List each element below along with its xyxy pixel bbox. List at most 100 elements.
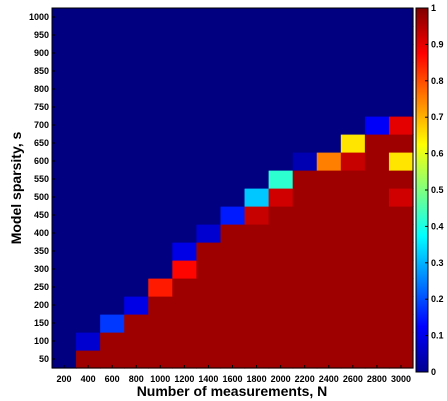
heatmap-cell xyxy=(76,80,101,99)
heatmap-cell xyxy=(316,314,342,333)
heatmap-cell xyxy=(52,314,77,333)
colorbar-tick-label: 0.8 xyxy=(431,76,444,86)
heatmap-cell xyxy=(316,224,342,243)
heatmap-cell xyxy=(292,170,318,189)
heatmap-cell xyxy=(124,278,149,297)
heatmap-cell xyxy=(268,314,294,333)
heatmap-cell xyxy=(340,314,366,333)
y-tick-label: 950 xyxy=(34,30,49,40)
heatmap-cell xyxy=(100,332,125,351)
heatmap-cell xyxy=(292,206,318,225)
heatmap-cell xyxy=(76,296,101,315)
heatmap-cell xyxy=(220,98,246,117)
heatmap-cell xyxy=(148,80,173,99)
heatmap-cell xyxy=(220,296,246,315)
heatmap-cell xyxy=(268,350,294,369)
heatmap-cell xyxy=(100,44,125,63)
heatmap-cell xyxy=(268,296,294,315)
heatmap-cell xyxy=(388,224,414,243)
colorbar-tick-label: 0.1 xyxy=(431,331,444,341)
heatmap-cell xyxy=(220,260,246,279)
heatmap-cell xyxy=(244,26,270,45)
heatmap-cell xyxy=(220,224,246,243)
colorbar-tick-label: 0.7 xyxy=(431,112,444,122)
heatmap-cell xyxy=(292,278,318,297)
heatmap-cell xyxy=(364,44,390,63)
heatmap-cell xyxy=(388,8,414,27)
heatmap-cell xyxy=(220,242,246,261)
heatmap-cell xyxy=(340,224,366,243)
heatmap-cell xyxy=(364,224,390,243)
heatmap-cell xyxy=(124,152,149,171)
heatmap-cell xyxy=(316,80,342,99)
heatmap-cell xyxy=(124,188,149,207)
heatmap-cell xyxy=(100,8,125,27)
heatmap-cell xyxy=(52,152,77,171)
colorbar-tick-label: 0.9 xyxy=(431,39,444,49)
heatmap-cell xyxy=(76,188,101,207)
heatmap-cell xyxy=(244,134,270,153)
heatmap-cell xyxy=(268,170,294,189)
heatmap-cell xyxy=(196,278,222,297)
heatmap-cell xyxy=(220,206,246,225)
heatmap-cell xyxy=(172,242,197,261)
heatmap-cell xyxy=(196,170,222,189)
heatmap-cell xyxy=(220,314,246,333)
heatmap-cell xyxy=(364,80,390,99)
heatmap-cell xyxy=(340,278,366,297)
heatmap-cell xyxy=(244,170,270,189)
heatmap-cell xyxy=(148,296,173,315)
heatmap-cell xyxy=(268,152,294,171)
y-axis-ticks: 50 100 150 200 250 300 350 400 450 500 550 600 650 70… xyxy=(29,12,55,364)
heatmap-cell xyxy=(244,116,270,135)
heatmap-cell xyxy=(148,278,173,297)
heatmap-cell xyxy=(244,188,270,207)
heatmap-cell xyxy=(220,8,246,27)
heatmap-cell xyxy=(172,188,197,207)
heatmap-cell xyxy=(148,152,173,171)
heatmap-cell xyxy=(244,80,270,99)
heatmap-cell xyxy=(172,350,197,369)
heatmap-cell xyxy=(340,170,366,189)
heatmap-cell xyxy=(52,188,77,207)
heatmap-cell xyxy=(268,44,294,63)
heatmap-cell xyxy=(388,314,414,333)
heatmap-cell xyxy=(340,152,366,171)
heatmap-cell xyxy=(100,224,125,243)
heatmap-cell xyxy=(388,44,414,63)
y-tick-label: 450 xyxy=(34,210,49,220)
heatmap-cell xyxy=(340,98,366,117)
heatmap-cell xyxy=(244,278,270,297)
heatmap-cell xyxy=(76,242,101,261)
heatmap-cell xyxy=(52,170,77,189)
heatmap-cell xyxy=(244,296,270,315)
heatmap-cell xyxy=(52,350,77,369)
heatmap-cell xyxy=(292,188,318,207)
colorbar-ticks: 0 0.1 0.2 0.3 0.4 0.5 0.6 0.7 0.8 0.9 1 xyxy=(425,3,444,377)
y-tick-label: 50 xyxy=(39,354,49,364)
heatmap-cell xyxy=(388,98,414,117)
heatmap-cell xyxy=(316,206,342,225)
heatmap-cell xyxy=(340,206,366,225)
heatmap-cell xyxy=(364,134,390,153)
heatmap-cell xyxy=(52,26,77,45)
y-tick-label: 100 xyxy=(34,336,49,346)
colorbar-tick-label: 0 xyxy=(431,367,436,377)
heatmap-cell xyxy=(220,152,246,171)
heatmap-cell xyxy=(316,44,342,63)
heatmap-cell xyxy=(292,350,318,369)
heatmap-cell xyxy=(268,206,294,225)
colorbar-tick-label: 0.4 xyxy=(431,221,444,231)
heatmap-cell xyxy=(388,62,414,81)
y-tick-label: 200 xyxy=(34,300,49,310)
heatmap-cell xyxy=(196,350,222,369)
heatmap-cell xyxy=(364,8,390,27)
heatmap-cell xyxy=(100,260,125,279)
heatmap-cell xyxy=(172,80,197,99)
heatmap-cell xyxy=(268,8,294,27)
heatmap-cell xyxy=(76,44,101,63)
heatmap-cell xyxy=(100,188,125,207)
heatmap-cell xyxy=(340,296,366,315)
heatmap-cell xyxy=(364,152,390,171)
heatmap-cell xyxy=(76,26,101,45)
